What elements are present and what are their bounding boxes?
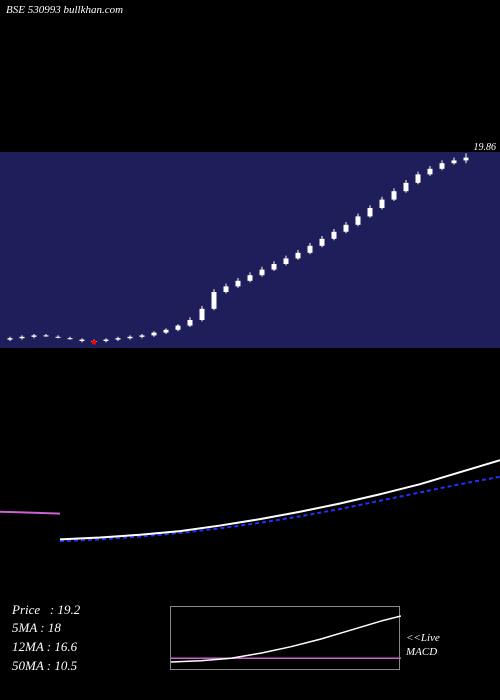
ma5-row: 5MA : 18 xyxy=(12,619,80,638)
ma-chart xyxy=(0,348,500,578)
macd-chart xyxy=(171,607,401,671)
ma50-row: 50MA : 10.5 xyxy=(12,657,80,676)
site-label: bullkhan.com xyxy=(63,4,123,16)
ticker-label: BSE 530993 xyxy=(6,4,61,16)
ma-chart-panel xyxy=(0,348,500,578)
ma5-val: 18 xyxy=(48,620,61,635)
candle-chart xyxy=(0,152,500,348)
price-val: 19.2 xyxy=(58,602,81,617)
ma12-row: 12MA : 16.6 xyxy=(12,638,80,657)
ma50-val: 10.5 xyxy=(54,658,77,673)
chart-header: BSE 530993 bullkhan.com xyxy=(6,4,123,16)
ma5-key: 5MA xyxy=(12,620,37,635)
ma12-key: 12MA xyxy=(12,639,44,654)
macd-label: MACD xyxy=(406,646,437,658)
ma12-val: 16.6 xyxy=(54,639,77,654)
live-label: <<Live xyxy=(406,632,440,644)
price-key: Price xyxy=(12,602,40,617)
price-row: Price : 19.2 xyxy=(12,601,80,620)
macd-inset xyxy=(170,606,400,670)
ma50-key: 50MA xyxy=(12,658,44,673)
price-info-block: Price : 19.2 5MA : 18 12MA : 16.6 50MA :… xyxy=(12,601,80,676)
